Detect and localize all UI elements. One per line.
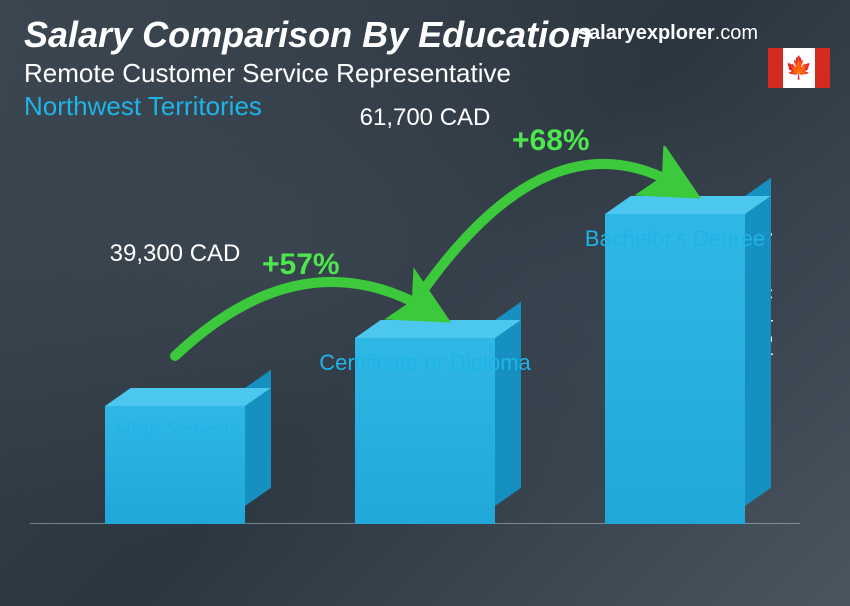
bar-top bbox=[605, 196, 771, 214]
pct-increase-1: +68% bbox=[512, 124, 590, 158]
brand-label: salaryexplorer.com bbox=[578, 22, 758, 45]
job-title: Remote Customer Service Representative bbox=[24, 58, 826, 89]
bar-top bbox=[355, 320, 521, 338]
bar3d bbox=[605, 214, 745, 524]
bar-top bbox=[105, 388, 271, 406]
chart-area: 39,300 CAD High School 61,700 CAD Certif… bbox=[0, 146, 850, 606]
bar-1: 61,700 CAD Certificate or Diploma bbox=[340, 338, 510, 524]
brand-name: salaryexplorer bbox=[578, 22, 715, 44]
brand-suffix: .com bbox=[715, 22, 758, 44]
flag-icon: 🍁 bbox=[768, 48, 830, 88]
bar-category-label: Certificate or Diploma bbox=[315, 350, 535, 375]
bar-front bbox=[605, 214, 745, 524]
bar-category-label: Bachelor's Degree bbox=[565, 226, 785, 251]
pct-increase-0: +57% bbox=[262, 248, 340, 282]
bar-2: 103,000 CAD Bachelor's Degree bbox=[590, 214, 760, 524]
bar-0: 39,300 CAD High School bbox=[90, 406, 260, 524]
bar-category-label: High School bbox=[65, 418, 285, 443]
